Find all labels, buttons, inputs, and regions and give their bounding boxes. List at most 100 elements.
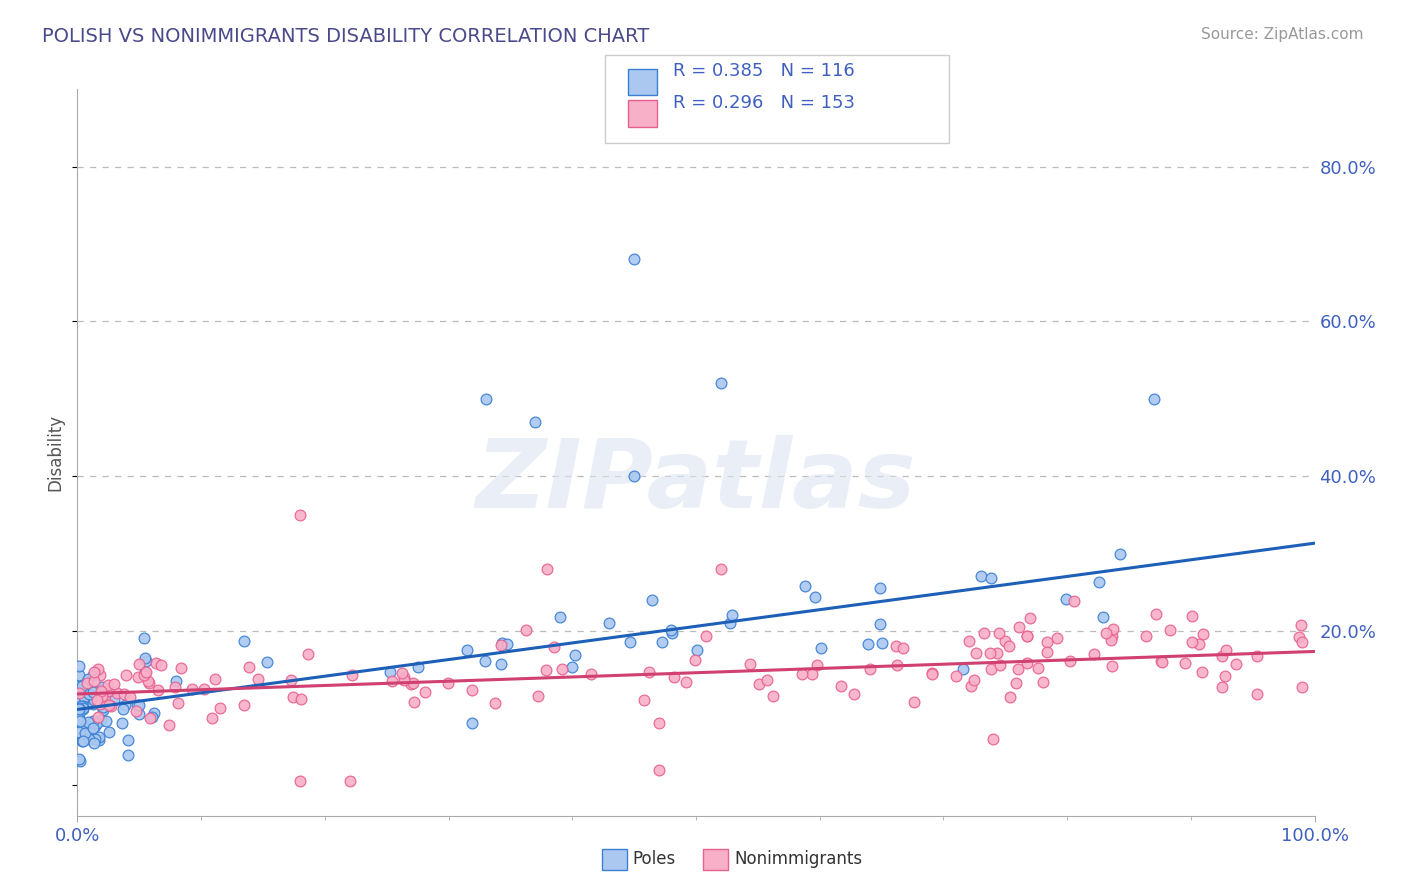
Point (380, 674, 402, 689)
Point (1188, 637, 1211, 651)
Point (921, 666, 943, 681)
Point (648, 716, 671, 731)
Point (1181, 635, 1204, 649)
Point (1008, 620, 1031, 634)
Point (633, 693, 655, 707)
Point (859, 662, 882, 676)
Point (965, 646, 987, 660)
Point (973, 626, 995, 640)
Point (82, 721, 104, 735)
Point (67, 679, 90, 693)
Point (77, 732, 100, 747)
Point (903, 696, 925, 710)
Point (83, 665, 105, 680)
Point (990, 657, 1012, 672)
Point (127, 670, 149, 684)
Point (695, 629, 717, 643)
Point (87, 733, 110, 747)
Point (1015, 656, 1038, 670)
Point (280, 673, 302, 688)
Point (67, 701, 90, 715)
Point (579, 667, 602, 681)
Point (1059, 654, 1081, 668)
Point (1225, 657, 1247, 671)
Point (1211, 680, 1233, 694)
Point (536, 562, 558, 576)
Point (515, 624, 537, 638)
Point (957, 633, 980, 648)
Point (69, 696, 91, 710)
Point (72, 679, 94, 693)
Point (87, 730, 110, 744)
Point (1015, 629, 1038, 643)
Point (76, 727, 98, 741)
Point (1246, 687, 1268, 701)
Point (1181, 609, 1204, 624)
Point (94, 714, 117, 729)
Point (869, 616, 891, 631)
Point (548, 609, 571, 624)
Point (810, 641, 832, 656)
Point (1291, 635, 1313, 649)
Point (82, 698, 104, 712)
Point (114, 698, 136, 712)
Point (67, 702, 90, 716)
Point (72, 700, 94, 714)
Point (686, 642, 709, 657)
Point (1211, 649, 1233, 664)
Point (77, 687, 100, 701)
Point (718, 615, 741, 630)
Point (1019, 611, 1042, 625)
Point (114, 668, 136, 682)
Point (659, 624, 682, 638)
Point (661, 625, 683, 640)
Point (1046, 631, 1069, 645)
Point (238, 660, 260, 674)
Point (986, 646, 1008, 660)
Point (662, 670, 685, 684)
Point (132, 668, 155, 682)
Point (988, 625, 1011, 640)
Point (132, 632, 155, 646)
Point (134, 651, 156, 665)
Point (83, 732, 105, 747)
Point (204, 672, 226, 686)
Point (1143, 392, 1166, 406)
Point (340, 668, 363, 682)
Point (135, 665, 157, 680)
Point (112, 702, 135, 716)
Point (89, 668, 111, 682)
Point (290, 692, 312, 706)
Point (460, 683, 482, 698)
Point (134, 665, 156, 680)
Point (491, 636, 513, 650)
Point (489, 657, 512, 671)
Point (79, 726, 101, 740)
Point (193, 682, 215, 697)
Point (143, 706, 166, 720)
Point (1054, 591, 1077, 606)
Point (413, 685, 436, 699)
Point (870, 636, 893, 650)
Point (794, 580, 817, 594)
Point (456, 642, 478, 657)
Point (683, 652, 706, 666)
Point (484, 696, 506, 710)
Point (112, 687, 135, 701)
Point (461, 715, 484, 730)
Point (150, 657, 173, 672)
Point (1032, 675, 1054, 690)
Text: Source: ZipAtlas.com: Source: ZipAtlas.com (1201, 27, 1364, 42)
Point (146, 683, 169, 698)
Point (891, 640, 914, 655)
Point (67, 706, 90, 721)
Point (762, 689, 785, 703)
Point (90, 689, 112, 703)
Point (111, 716, 134, 731)
Point (94, 693, 117, 707)
Point (830, 679, 852, 693)
Point (69, 714, 91, 728)
Point (91, 680, 114, 694)
Point (97, 678, 120, 692)
Point (675, 675, 697, 690)
